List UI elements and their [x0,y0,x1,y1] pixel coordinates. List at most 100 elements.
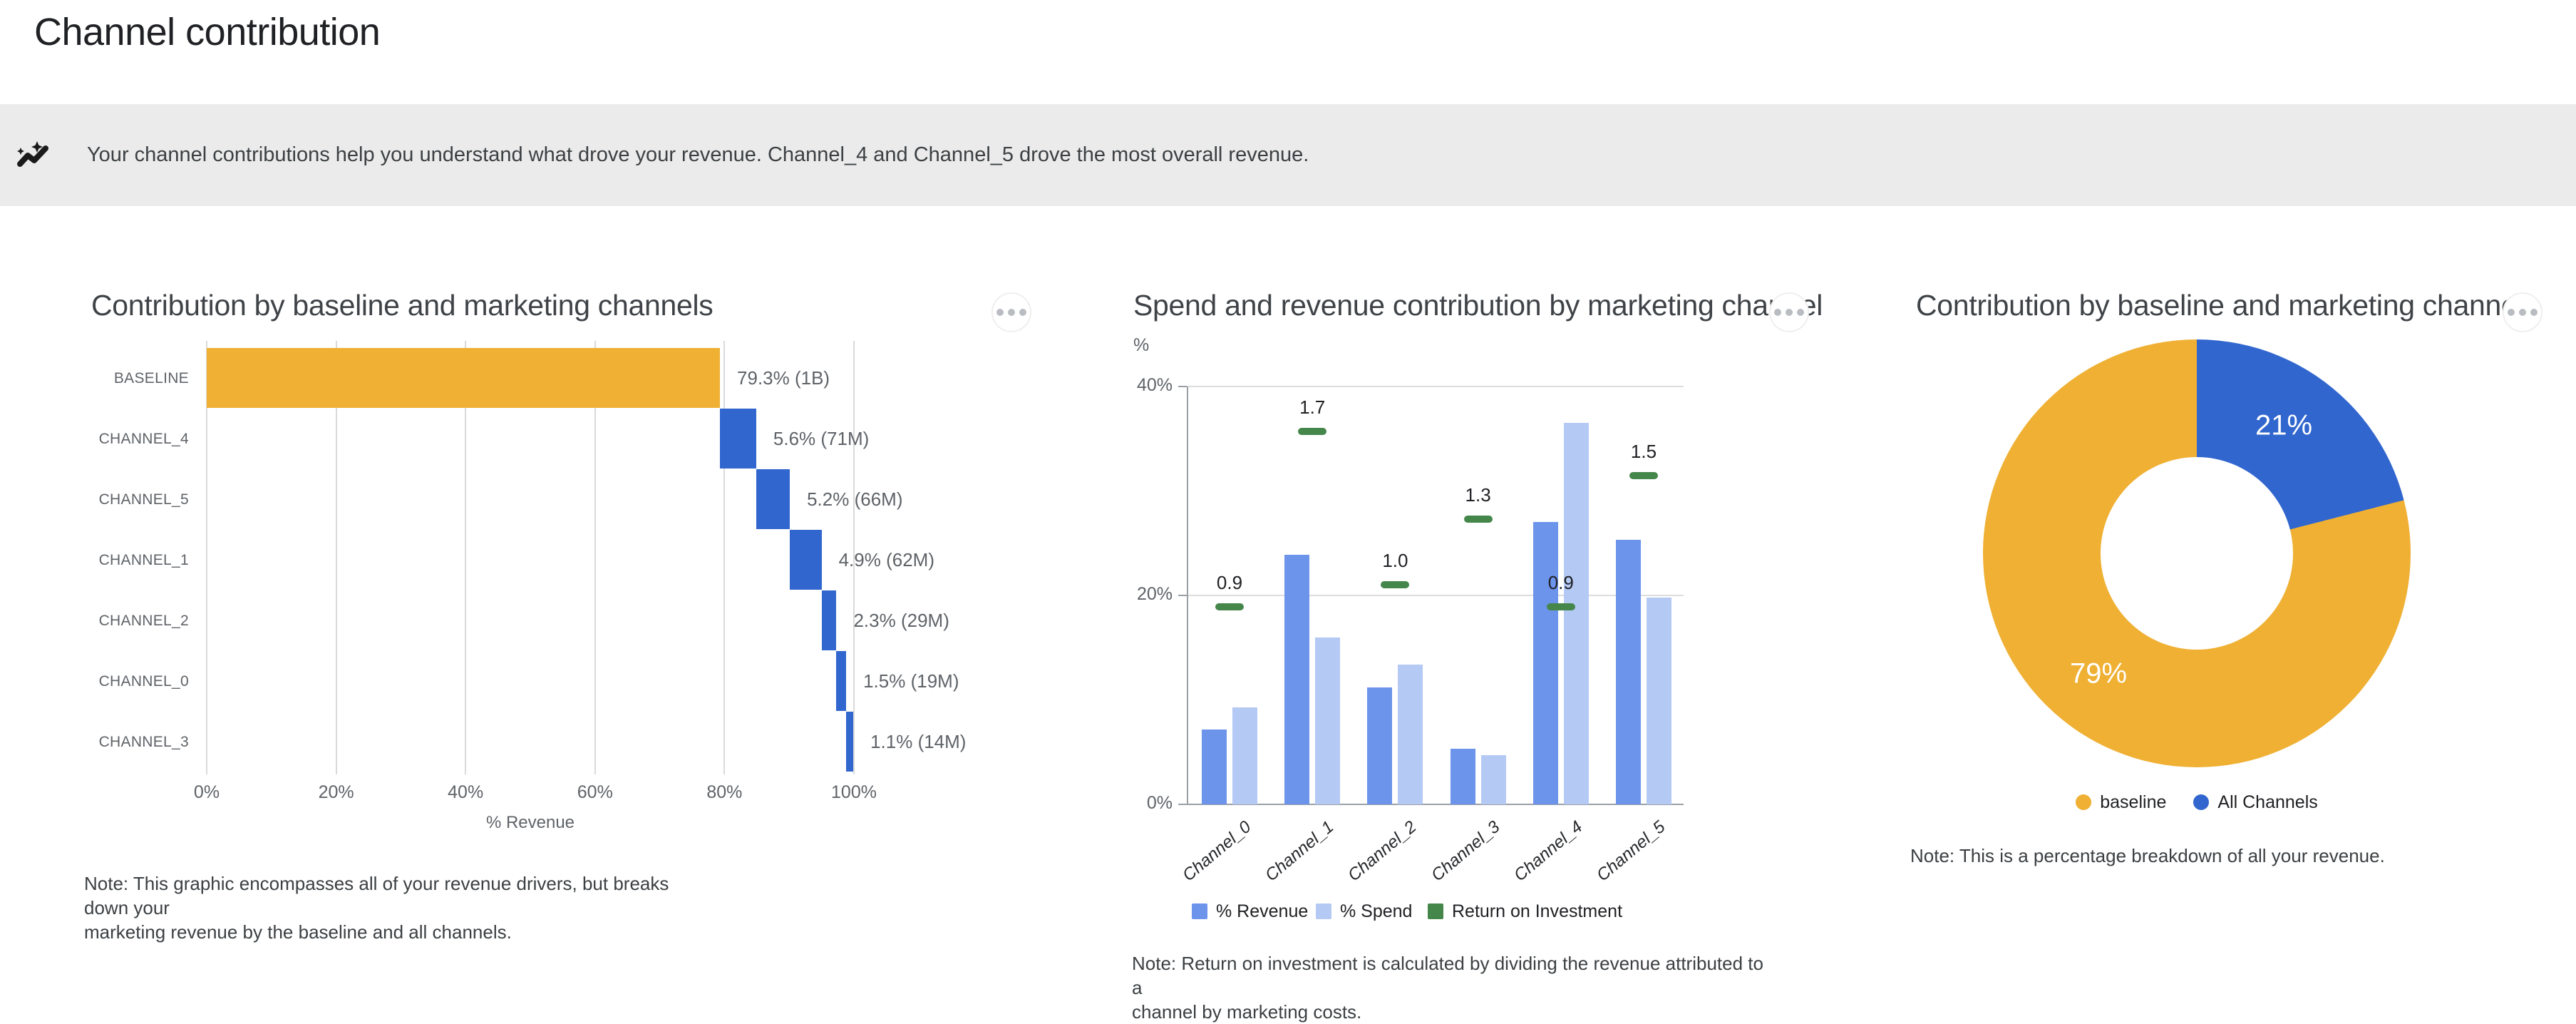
x-category-label: Channel_3 [1427,817,1503,886]
x-tick-label: 0% [193,782,220,802]
gridline [1187,595,1684,596]
bar-value-label: 1.5% (19M) [863,670,959,692]
y-axis-unit-label: % [1133,335,1150,355]
grouped-chart-title: Spend and revenue contribution by market… [1133,289,1823,322]
page-title: Channel contribution [34,11,381,53]
grouped-chart-menu-button[interactable] [1769,292,1809,332]
waterfall-chart-menu-button[interactable] [991,292,1031,332]
legend-swatch-icon [1316,903,1331,919]
legend-dot-icon [2076,794,2092,810]
category-label: CHANNEL_4 [98,430,189,447]
legend-item-all-channels: All Channels [2193,792,2318,812]
category-label: BASELINE [113,369,189,386]
revenue-bar-channel_0[interactable] [1202,729,1227,804]
waterfall-bar-channel_1[interactable] [790,530,822,590]
donut-chart-menu-button[interactable] [2503,292,2542,332]
x-axis-title: % Revenue [485,813,575,832]
gridline [853,341,855,774]
donut-pie[interactable] [1983,339,2411,767]
bar-value-label: 79.3% (1B) [737,367,830,389]
roi-value-label: 1.0 [1382,550,1408,572]
legend-item-3: Return on Investment [1428,901,1622,921]
donut-chart-note: Note: This is a percentage breakdown of … [1910,845,2385,866]
revenue-bar-channel_2[interactable] [1367,687,1393,804]
y-tick-label: 20% [1136,584,1173,604]
category-label: CHANNEL_5 [98,491,189,508]
roi-marker-channel_0[interactable] [1215,603,1244,611]
roi-value-label: 1.3 [1465,484,1491,506]
x-tick-label: 20% [318,782,354,802]
waterfall-bar-channel_3[interactable] [846,712,854,772]
revenue-bar-channel_1[interactable] [1284,554,1310,804]
grouped-chart-note: Note: Return on investment is calculated… [1132,953,1763,1023]
category-label: CHANNEL_3 [98,733,189,750]
legend-item-baseline: baseline [2076,792,2166,812]
y-tick-mark [1178,595,1187,596]
y-tick-mark [1178,386,1187,387]
more-options-icon [1774,309,1781,316]
roi-marker-channel_2[interactable] [1381,581,1410,589]
waterfall-bar-baseline[interactable] [207,348,721,408]
roi-value-label: 1.5 [1630,440,1657,462]
roi-marker-channel_4[interactable] [1546,603,1575,611]
more-options-icon [996,309,1004,316]
spend-bar-channel_2[interactable] [1398,664,1423,804]
waterfall-bar-channel_4[interactable] [720,409,756,469]
x-category-label: Channel_4 [1510,817,1587,886]
y-tick-mark [1178,804,1187,805]
spend-bar-channel_0[interactable] [1232,707,1257,804]
legend-label: baseline [2100,792,2167,812]
spend-bar-channel_5[interactable] [1647,597,1671,804]
waterfall-chart-title: Contribution by baseline and marketing c… [91,289,713,322]
category-label: CHANNEL_1 [98,551,189,568]
legend-swatch-icon [1428,903,1443,919]
bar-value-label: 1.1% (14M) [870,731,967,752]
x-category-label: Channel_2 [1344,817,1421,886]
more-options-icon [2508,309,2515,316]
gridline [723,341,726,774]
x-tick-label: 60% [577,782,613,802]
category-label: CHANNEL_0 [98,672,189,690]
roi-marker-channel_1[interactable] [1298,427,1327,435]
legend-label: % Spend [1340,901,1413,921]
revenue-bar-channel_4[interactable] [1532,522,1558,804]
bar-value-label: 4.9% (62M) [838,549,934,570]
gridline [1187,386,1684,387]
revenue-bar-channel_3[interactable] [1450,749,1475,804]
waterfall-bar-channel_5[interactable] [756,469,790,529]
legend-swatch-icon [1192,903,1207,919]
legend-item-1: % Revenue [1192,901,1308,921]
roi-value-label: 1.7 [1299,396,1326,418]
insights-icon [16,137,51,173]
legend-label: All Channels [2217,792,2318,812]
revenue-bar-channel_5[interactable] [1616,540,1641,804]
spend-bar-channel_1[interactable] [1315,637,1341,804]
bar-value-label: 5.6% (71M) [773,428,870,449]
roi-value-label: 0.9 [1216,572,1243,594]
x-tick-label: 40% [448,782,484,802]
insights-text: Your channel contributions help you unde… [87,143,1309,166]
insights-banner: Your channel contributions help you unde… [0,104,2576,206]
waterfall-bar-channel_2[interactable] [821,590,837,650]
donut-chart-title: Contribution by baseline and marketing c… [1916,289,2538,322]
x-category-label: Channel_0 [1179,817,1255,886]
waterfall-chart-note: Note: This graphic encompasses all of yo… [84,873,669,943]
bar-value-label: 2.3% (29M) [853,610,949,631]
y-tick-label: 40% [1136,375,1173,395]
y-tick-label: 0% [1146,793,1173,813]
legend-label: % Revenue [1216,901,1309,921]
roi-marker-channel_5[interactable] [1629,471,1658,479]
x-category-label: Channel_1 [1262,817,1338,886]
roi-marker-channel_3[interactable] [1463,516,1493,523]
waterfall-bar-channel_0[interactable] [836,651,847,711]
y-axis-line [1187,386,1188,804]
spend-bar-channel_4[interactable] [1563,423,1589,804]
x-category-label: Channel_5 [1593,817,1669,886]
x-tick-label: 80% [706,782,743,802]
x-axis-line [1187,804,1684,805]
category-label: CHANNEL_2 [98,612,189,629]
spend-bar-channel_3[interactable] [1480,755,1506,804]
legend-dot-icon [2193,794,2210,810]
legend-label: Return on Investment [1452,901,1623,921]
